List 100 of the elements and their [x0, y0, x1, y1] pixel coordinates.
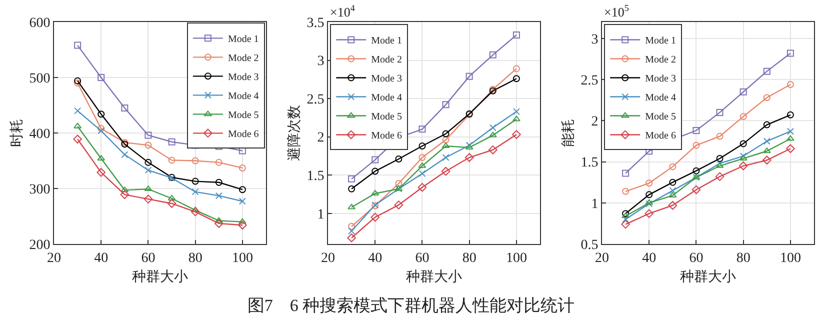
point	[238, 220, 247, 230]
point	[644, 209, 654, 218]
point	[762, 156, 772, 165]
x-tick-label: 40	[94, 250, 108, 266]
point	[442, 136, 450, 144]
point	[418, 162, 426, 168]
point	[740, 140, 747, 148]
point	[74, 42, 82, 49]
y-tick-label: 300	[29, 182, 50, 198]
point	[97, 155, 106, 161]
y-tick-label: 600	[29, 16, 50, 31]
x-tick-label: 80	[736, 250, 750, 266]
caption: 图7 6 种搜索模式下群机器人性能对比统计	[246, 295, 576, 317]
point	[465, 144, 474, 150]
point	[512, 65, 520, 72]
point	[120, 186, 129, 192]
point	[512, 130, 521, 139]
legend-label: Mode 2	[371, 54, 402, 66]
point	[348, 227, 356, 234]
point	[466, 72, 473, 80]
legend-label: Mode 6	[371, 130, 402, 142]
point	[144, 186, 152, 192]
point	[214, 219, 224, 228]
point	[512, 75, 520, 82]
point	[98, 74, 105, 81]
point	[418, 126, 426, 133]
point	[621, 220, 630, 229]
point	[716, 108, 724, 116]
y-tick-label: 1	[317, 207, 324, 222]
point	[372, 168, 379, 175]
legend-label: Mode 4	[645, 92, 676, 104]
point	[144, 132, 152, 139]
legend-label: Mode 5	[645, 112, 676, 123]
point	[120, 190, 130, 200]
point	[238, 218, 246, 224]
legend-label: Mode 5	[371, 112, 402, 123]
x-axis-title: 种群大小	[406, 269, 462, 286]
point	[786, 80, 794, 88]
x-tick-label: 60	[415, 250, 430, 266]
point	[692, 167, 700, 174]
x-tick-label: 80	[188, 250, 202, 266]
point	[646, 191, 653, 198]
point	[715, 172, 724, 181]
point	[348, 204, 356, 210]
point	[716, 162, 724, 168]
y-tick-label: 2.5	[306, 92, 324, 108]
point	[418, 182, 427, 192]
legend-label: Mode 1	[645, 36, 676, 47]
point	[716, 160, 724, 167]
legend-label: Mode 4	[371, 92, 402, 104]
point	[371, 190, 380, 196]
point	[669, 163, 676, 170]
legend-label: Mode 1	[371, 36, 402, 47]
y-tick-label: 3	[591, 32, 598, 48]
point	[740, 88, 747, 96]
point	[763, 68, 770, 75]
point	[488, 145, 498, 154]
point	[394, 200, 404, 210]
point	[96, 168, 106, 177]
point	[372, 156, 379, 164]
point	[669, 178, 676, 186]
point	[168, 138, 176, 146]
point	[192, 157, 199, 164]
y-axis-title: 能耗	[560, 119, 576, 147]
point	[395, 156, 402, 163]
point	[512, 116, 520, 122]
point	[622, 212, 630, 218]
point	[512, 108, 520, 116]
y-tick-label: 200	[29, 238, 50, 253]
point	[716, 132, 724, 140]
text: ×10$^{4}$	[330, 3, 356, 20]
y-tick-label: 2	[591, 114, 598, 130]
point	[622, 216, 630, 223]
point	[348, 185, 356, 192]
point	[441, 166, 450, 176]
point	[786, 128, 794, 135]
point	[716, 154, 724, 162]
point	[464, 153, 474, 162]
point	[786, 111, 794, 118]
y-tick-label: 2	[317, 130, 324, 146]
x-tick-label: 60	[689, 250, 704, 266]
x-tick-label: 40	[368, 250, 382, 266]
point	[73, 134, 82, 144]
y-tick-label: 2.5	[580, 73, 598, 88]
y-tick-label: 1.5	[306, 169, 324, 184]
point	[763, 94, 770, 102]
text: ×10$^{5}$	[604, 3, 630, 20]
point	[646, 180, 653, 187]
point	[740, 113, 747, 120]
point	[786, 50, 794, 57]
y-tick-label: 1.5	[580, 156, 598, 171]
point	[144, 194, 153, 204]
point	[370, 212, 380, 222]
legend-label: Mode 6	[228, 129, 259, 140]
point	[489, 124, 496, 132]
point	[348, 222, 356, 230]
y-axis-title: 时耗	[8, 119, 25, 147]
point	[192, 188, 199, 196]
point	[348, 175, 356, 182]
x-tick-label: 20	[47, 250, 61, 266]
